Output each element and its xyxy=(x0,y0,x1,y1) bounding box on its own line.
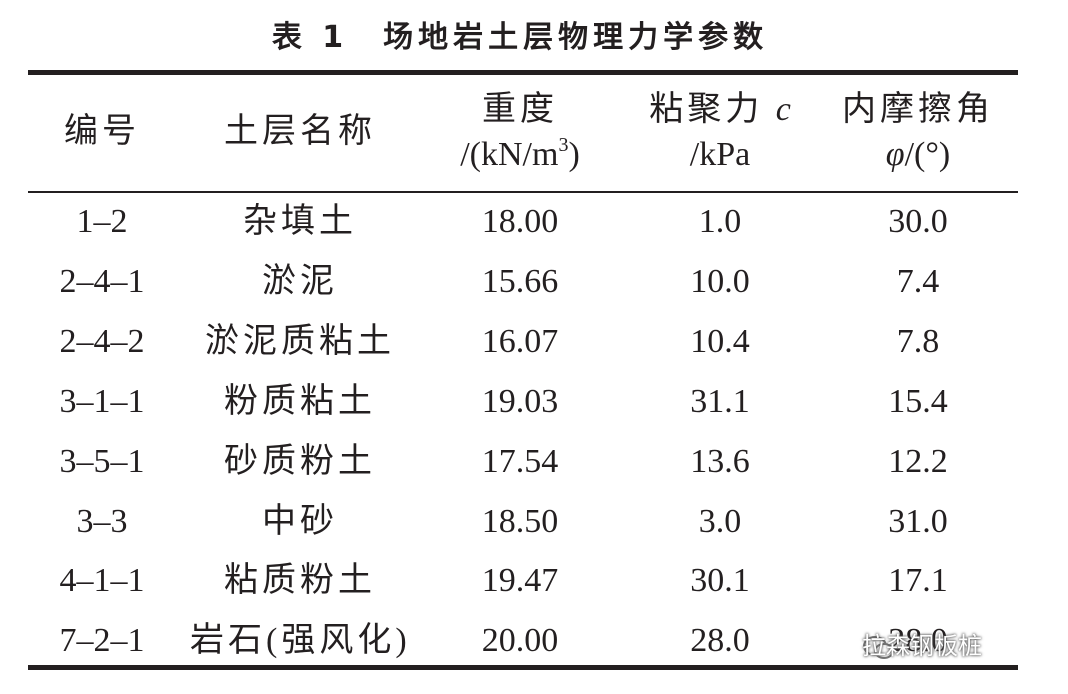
table-cell: 3–3 xyxy=(76,502,128,540)
table-cell: 15.66 xyxy=(481,262,559,300)
table-cell: 10.4 xyxy=(690,322,750,360)
table-cell: 19.03 xyxy=(481,382,559,420)
table-cell: 4–1–1 xyxy=(59,562,145,600)
header-cell: 重度 xyxy=(482,91,558,128)
table-cell: 3–1–1 xyxy=(59,382,145,420)
table-cell: 1–2 xyxy=(76,203,128,240)
table-cell: 粘质粉土 xyxy=(224,562,376,600)
table-cell: 淤泥 xyxy=(262,262,338,300)
bottom-rule xyxy=(28,665,1018,670)
watermark: 拉森钢板桩 xyxy=(862,632,982,660)
table-cell: 17.1 xyxy=(888,562,948,600)
table-cell: 28.0 xyxy=(690,622,750,660)
table-cell: 31.0 xyxy=(888,502,948,540)
header-rule xyxy=(28,191,1018,193)
table-cell: 12.2 xyxy=(888,442,948,480)
header-text: 粘聚力 xyxy=(649,91,776,128)
table-cell: 16.07 xyxy=(481,322,559,360)
watermark-icon xyxy=(863,636,894,659)
table-cell: 粉质粘土 xyxy=(224,382,376,420)
table-cell: 13.6 xyxy=(690,442,750,480)
header-cell: /(kN/m3) xyxy=(410,135,630,175)
header-cell: 编号 xyxy=(64,113,140,150)
table-cell: 10.0 xyxy=(690,262,750,300)
table-cell: 中砂 xyxy=(262,502,338,540)
table-cell: 7.4 xyxy=(896,262,940,300)
table-cell: 砂质粉土 xyxy=(224,442,376,480)
table-cell: 18.50 xyxy=(481,502,559,540)
table-cell: 19.47 xyxy=(481,562,559,600)
header-sup: 3 xyxy=(558,134,569,156)
table-cell: 7.8 xyxy=(896,322,940,360)
header-var: c xyxy=(775,91,791,128)
table-cell: 15.4 xyxy=(888,382,948,420)
table-cell: 淤泥质粘土 xyxy=(205,322,395,360)
header-text: /(°) xyxy=(904,136,951,173)
table-cell: 1.0 xyxy=(698,203,742,240)
header-cell: 粘聚力 c xyxy=(610,90,830,130)
header-var: φ xyxy=(885,136,905,173)
table-cell: 18.00 xyxy=(481,203,559,240)
table-cell: 杂填土 xyxy=(243,203,357,240)
table-cell: 岩石(强风化) xyxy=(190,622,411,660)
table-title: 表 1 场地岩土层物理力学参数 xyxy=(271,20,769,55)
table-cell: 17.54 xyxy=(481,442,559,480)
table-cell: 28.0 xyxy=(888,622,948,660)
header-cell: 土层名称 xyxy=(224,113,376,150)
table-cell: 2–4–1 xyxy=(59,262,145,300)
table-cell: 3.0 xyxy=(698,502,742,540)
table-cell: 20.00 xyxy=(481,622,559,660)
top-rule xyxy=(28,70,1018,75)
header-text: ) xyxy=(568,136,580,173)
table-cell: 30.1 xyxy=(690,562,750,600)
table-cell: 2–4–2 xyxy=(59,322,145,360)
table-cell: 31.1 xyxy=(690,382,750,420)
header-cell: /kPa xyxy=(689,136,751,173)
table-cell: 30.0 xyxy=(888,203,948,240)
header-cell: φ/(°) xyxy=(808,135,1028,175)
table-cell: 3–5–1 xyxy=(59,442,145,480)
header-cell: 内摩擦角 xyxy=(842,91,994,128)
header-text: /(kN/m xyxy=(460,136,559,173)
table-cell: 7–2–1 xyxy=(59,622,145,660)
